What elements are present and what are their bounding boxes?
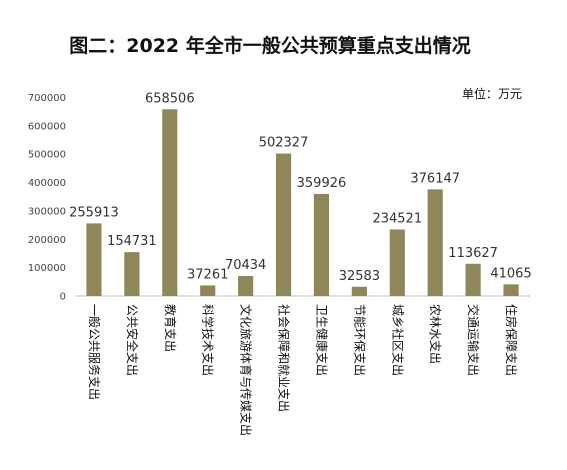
x-tick-label: 科学技术支出: [201, 304, 216, 376]
bar: [275, 153, 292, 296]
data-label: 502327: [259, 136, 309, 151]
y-tick-label: 400000: [28, 178, 66, 189]
x-tick-label: 文化旅游体育与传媒支出: [239, 304, 254, 436]
y-axis: 0 100000 200000 300000 400000 500000 600000 700…: [28, 93, 66, 303]
y-tick-label: 0: [60, 292, 66, 303]
data-label: 113627: [448, 246, 498, 261]
x-tick-label: 社会保障和就业支出: [277, 304, 292, 412]
bar: [200, 285, 216, 296]
bar: [238, 276, 254, 296]
y-tick-label: 500000: [28, 150, 66, 161]
bar: [389, 229, 405, 296]
x-tick-label: 农林水支出: [428, 304, 442, 364]
bar: [465, 263, 481, 296]
data-label: 234521: [372, 211, 422, 226]
data-label: 37261: [187, 267, 228, 282]
unit-label: 单位：万元: [462, 86, 522, 101]
x-tick-label: 一般公共服务支出: [87, 304, 102, 400]
data-label: 70434: [225, 258, 266, 273]
x-axis-labels: 一般公共服务支出 公共安全支出 教育支出 科学技术支出 文化旅游体育与传媒支出 社会保障和…: [87, 304, 519, 436]
data-label: 154731: [107, 234, 157, 249]
data-label: 376147: [410, 171, 460, 186]
y-tick-label: 300000: [28, 206, 66, 217]
chart-title: 图二：2022 年全市一般公共预算重点支出情况: [69, 34, 471, 57]
bar: [313, 193, 330, 296]
data-label: 658506: [145, 91, 195, 106]
bar: [351, 286, 367, 296]
x-tick-label: 城乡社区支出: [390, 304, 405, 376]
data-label: 41065: [490, 266, 531, 281]
x-tick-label: 教育支出: [163, 304, 178, 352]
y-tick-label: 100000: [28, 263, 66, 274]
bar: [162, 109, 178, 296]
x-tick-label: 住房保障支出: [504, 304, 519, 376]
bar: [427, 189, 443, 296]
bar: [86, 223, 102, 296]
bar: [124, 252, 140, 296]
bar: [503, 284, 519, 296]
x-tick-label: 交通运输支出: [466, 304, 481, 376]
data-label: 255913: [69, 205, 119, 220]
y-tick-label: 700000: [28, 93, 66, 104]
data-label: 32583: [339, 269, 380, 284]
x-tick-label: 节能环保支出: [352, 304, 366, 376]
x-tick-label: 卫生健康支出: [314, 304, 329, 376]
y-tick-label: 200000: [28, 235, 66, 246]
y-tick-label: 600000: [28, 121, 66, 132]
bars: [86, 109, 519, 296]
x-tick-label: 公共安全支出: [125, 304, 140, 376]
data-label: 359926: [297, 176, 347, 191]
